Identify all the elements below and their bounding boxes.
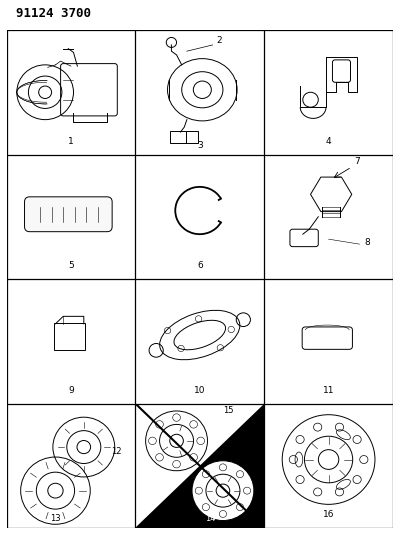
Circle shape <box>219 464 226 471</box>
Circle shape <box>146 411 207 471</box>
FancyBboxPatch shape <box>25 197 112 232</box>
Circle shape <box>195 487 203 494</box>
Text: 13: 13 <box>50 514 61 523</box>
Text: 16: 16 <box>323 510 334 519</box>
Circle shape <box>190 421 197 428</box>
Circle shape <box>202 504 209 511</box>
Circle shape <box>192 461 254 521</box>
Text: 6: 6 <box>197 261 203 270</box>
Circle shape <box>190 454 197 461</box>
Text: 15: 15 <box>223 406 233 415</box>
Circle shape <box>148 437 156 445</box>
Text: 8: 8 <box>364 238 370 247</box>
Text: 11: 11 <box>323 386 334 395</box>
Text: 3: 3 <box>197 141 203 150</box>
Text: 14: 14 <box>205 514 215 523</box>
Circle shape <box>156 421 163 428</box>
Circle shape <box>173 414 180 421</box>
Text: 7: 7 <box>354 157 360 166</box>
Text: 2: 2 <box>216 36 222 45</box>
Text: 10: 10 <box>194 386 205 395</box>
Circle shape <box>197 437 205 445</box>
Text: 1: 1 <box>68 137 74 146</box>
Text: 9: 9 <box>68 386 74 395</box>
Circle shape <box>219 511 226 518</box>
Text: 5: 5 <box>68 261 74 270</box>
Circle shape <box>236 471 244 478</box>
Text: 4: 4 <box>326 137 332 146</box>
Circle shape <box>236 504 244 511</box>
Circle shape <box>202 471 209 478</box>
Circle shape <box>156 454 163 461</box>
Text: 91124 3700: 91124 3700 <box>16 7 91 20</box>
Text: 12: 12 <box>111 447 121 456</box>
Polygon shape <box>135 403 264 528</box>
Circle shape <box>244 487 251 494</box>
Circle shape <box>173 461 180 468</box>
